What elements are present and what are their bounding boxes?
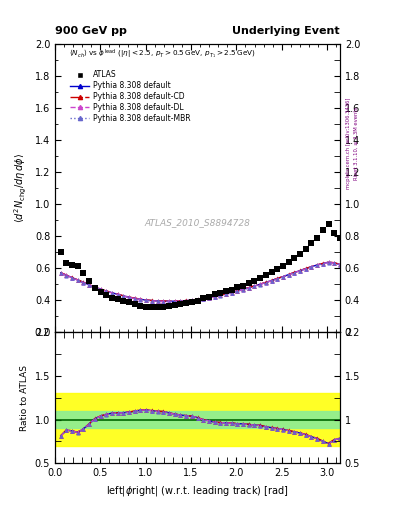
Y-axis label: $\langle d^2 N_\mathrm{chg}/d\eta\,d\phi \rangle$: $\langle d^2 N_\mathrm{chg}/d\eta\,d\phi…: [13, 153, 29, 223]
X-axis label: left|$\phi$right| (w.r.t. leading track) [rad]: left|$\phi$right| (w.r.t. leading track)…: [106, 484, 289, 498]
Text: 900 GeV pp: 900 GeV pp: [55, 26, 127, 36]
Text: Underlying Event: Underlying Event: [232, 26, 340, 36]
Text: mcplots.cern.ch [arXiv:1306.3436]: mcplots.cern.ch [arXiv:1306.3436]: [346, 98, 351, 189]
Y-axis label: Ratio to ATLAS: Ratio to ATLAS: [20, 365, 29, 431]
Text: $\langle N_{ch}\rangle$ vs $\phi^\mathrm{lead}$ ($|\eta|<2.5,\,p_T>0.5\,$GeV$,\,: $\langle N_{ch}\rangle$ vs $\phi^\mathrm…: [69, 48, 256, 61]
Text: ATLAS_2010_S8894728: ATLAS_2010_S8894728: [145, 218, 250, 227]
Text: Rivet 3.1.10, ≥ 3.3M events: Rivet 3.1.10, ≥ 3.3M events: [354, 106, 359, 180]
Bar: [55, 411, 340, 429]
Bar: [55, 393, 340, 446]
Legend: ATLAS, Pythia 8.308 default, Pythia 8.308 default-CD, Pythia 8.308 default-DL, P: ATLAS, Pythia 8.308 default, Pythia 8.30…: [70, 71, 191, 123]
